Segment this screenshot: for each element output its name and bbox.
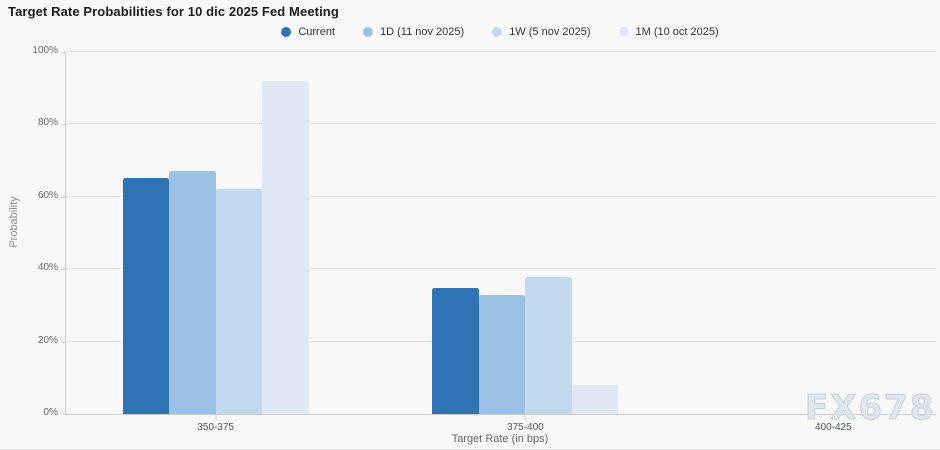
chart-title: Target Rate Probabilities for 10 dic 202…	[8, 4, 339, 19]
y-tick-mark-60	[61, 196, 66, 198]
bar-1m-10-oct-2025-350-375	[262, 80, 309, 414]
gridline-100	[66, 51, 936, 52]
legend-label: 1D (11 nov 2025)	[380, 26, 465, 38]
x-tick-mark-400-425	[832, 414, 834, 420]
y-tick-label-60: 60%	[37, 189, 58, 201]
y-tick-mark-40	[61, 269, 66, 271]
gridline-80	[66, 123, 936, 125]
bar-1w-5-nov-2025-350-375	[215, 189, 263, 414]
x-tick-label-400-425: 400-425	[814, 422, 852, 433]
plot-area: 0% 20% 40% 60% 80% 100% 350-375 375-400 400-425	[32, 46, 936, 433]
bar-1d-11-nov-2025-375-400	[478, 294, 526, 414]
y-tick-label-20: 20%	[37, 334, 58, 346]
bar-1d-11-nov-2025-350-375	[169, 171, 216, 414]
y-tick-label-80: 80%	[37, 117, 58, 129]
legend-item-current[interactable]: Current	[281, 26, 335, 38]
bar-current-375-400	[432, 288, 479, 414]
x-tick-label-375-400: 375-400	[507, 422, 544, 433]
x-tick-mark-375-400	[524, 414, 526, 420]
legend-label: 1W (5 nov 2025)	[509, 26, 591, 38]
legend-dot-icon	[492, 27, 503, 37]
gridline-60	[66, 195, 936, 197]
bar-current-350-375	[122, 177, 170, 414]
bar-1m-10-oct-2025-375-400	[571, 385, 619, 414]
gridline-40	[66, 268, 936, 270]
y-axis-title: Probability	[8, 196, 20, 248]
legend-label: 1M (10 oct 2025)	[635, 26, 719, 38]
bar-group-375-400	[432, 276, 619, 414]
legend: Current 1D (11 nov 2025) 1W (5 nov 2025) 1M…	[65, 26, 935, 38]
y-tick-mark-20	[61, 341, 66, 343]
x-tick-label-350-375: 350-375	[197, 422, 234, 433]
legend-dot-icon	[363, 27, 373, 37]
y-tick-label-40: 40%	[37, 262, 58, 274]
legend-dot-icon	[618, 27, 629, 37]
bar-group-350-375	[122, 80, 309, 414]
bar-1w-5-nov-2025-375-400	[525, 276, 572, 414]
legend-item-1w-5-nov-2025[interactable]: 1W (5 nov 2025)	[492, 26, 591, 38]
legend-dot-icon	[281, 27, 292, 37]
x-axis-title: Target Rate (in bps)	[451, 433, 549, 445]
y-tick-mark-80	[61, 124, 66, 126]
y-tick-label-100: 100%	[32, 45, 58, 56]
y-tick-label-0: 0%	[43, 407, 58, 418]
y-tick-mark-0	[61, 413, 66, 414]
y-tick-mark-100	[61, 52, 66, 53]
legend-label: Current	[298, 26, 335, 38]
x-tick-mark-350-375	[215, 414, 217, 420]
legend-item-1d-11-nov-2025[interactable]: 1D (11 nov 2025)	[363, 26, 464, 38]
legend-item-1m-10-oct-2025[interactable]: 1M (10 oct 2025)	[618, 26, 719, 38]
